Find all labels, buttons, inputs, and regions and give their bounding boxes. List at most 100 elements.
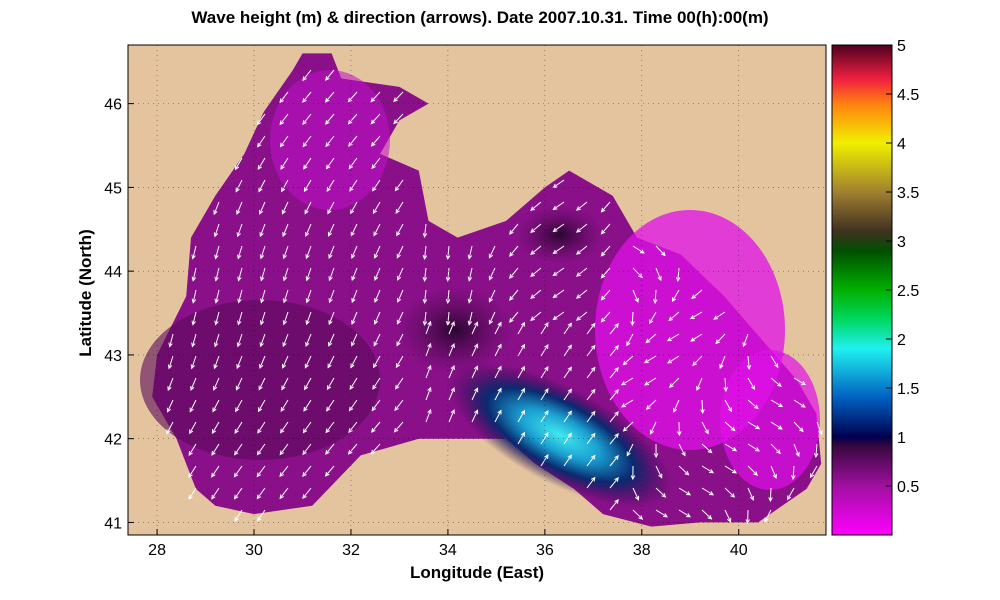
wave-arrow <box>325 443 335 455</box>
wave-arrow <box>576 289 588 299</box>
wave-arrow <box>553 289 565 298</box>
wave-arrow <box>235 157 243 170</box>
wave-arrow <box>649 311 657 324</box>
wave-arrow <box>601 289 611 301</box>
wave-arrow <box>259 355 266 369</box>
wave-arrow <box>509 267 519 279</box>
wave-arrow <box>668 311 680 321</box>
wave-arrow <box>447 245 450 259</box>
wave-arrow <box>306 289 312 303</box>
wave-arrow <box>770 355 779 368</box>
wave-arrow <box>530 289 542 299</box>
wave-arrow <box>188 465 197 478</box>
wave-arrow <box>397 311 404 324</box>
wave-arrow <box>349 179 358 192</box>
wave-arrow <box>770 399 783 408</box>
wave-arrow <box>211 443 220 456</box>
wave-arrow <box>667 355 680 364</box>
wave-arrow <box>586 389 596 401</box>
wave-arrow <box>530 267 542 277</box>
wave-arrow <box>509 245 519 257</box>
wave-arrow <box>424 267 427 281</box>
wave-arrow <box>655 267 662 281</box>
wave-arrow <box>678 487 691 496</box>
wave-arrow <box>259 201 266 215</box>
wave-arrow <box>283 245 289 259</box>
wave-arrow <box>644 355 657 364</box>
wave-arrow <box>530 311 542 321</box>
wave-arrow <box>236 355 243 369</box>
wave-arrow <box>690 333 703 342</box>
wave-arrow <box>724 487 735 498</box>
wave-arrow <box>394 421 404 433</box>
wave-arrow <box>632 267 643 278</box>
wave-arrow <box>424 289 427 303</box>
wave-arrow <box>793 421 804 432</box>
wave-arrow <box>724 465 737 474</box>
x-tick-label: 38 <box>633 542 651 559</box>
wave-arrow <box>632 487 639 500</box>
wave-arrow <box>424 311 427 325</box>
wave-arrow <box>257 135 266 148</box>
wave-arrow <box>793 377 806 386</box>
wave-arrow <box>468 267 473 281</box>
wave-arrow <box>517 432 525 445</box>
wave-arrow <box>701 399 704 414</box>
wave-arrow <box>214 333 220 347</box>
wave-arrow <box>609 389 619 401</box>
wave-arrow <box>540 344 549 357</box>
wave-arrow <box>667 333 680 342</box>
wave-arrow <box>302 421 312 433</box>
wave-arrow <box>530 245 542 255</box>
wave-arrow <box>328 223 335 237</box>
wave-arrow <box>530 223 542 233</box>
wave-arrow <box>211 465 220 478</box>
wave-arrow <box>304 355 312 368</box>
wave-arrow <box>540 322 549 335</box>
wave-arrow <box>540 388 549 401</box>
wave-arrow <box>282 223 289 237</box>
wave-arrow <box>696 377 703 391</box>
wave-arrow <box>669 377 680 388</box>
wave-arrow <box>213 201 220 215</box>
wave-arrow <box>517 366 525 379</box>
wave-arrow <box>235 179 243 192</box>
wave-arrow <box>349 377 358 390</box>
wave-arrow <box>601 245 611 257</box>
wave-arrow <box>325 69 335 81</box>
wave-arrow <box>257 157 266 170</box>
wave-arrow <box>236 201 243 215</box>
wave-arrow <box>328 245 335 259</box>
wave-arrow <box>371 421 381 433</box>
wave-arrow <box>213 355 220 369</box>
wave-arrow <box>701 465 714 474</box>
max-wave-region <box>447 362 673 508</box>
wave-arrow <box>235 399 243 412</box>
wave-arrow <box>563 388 572 401</box>
wave-arrow <box>167 377 174 391</box>
wave-arrow <box>302 465 312 477</box>
wave-arrow <box>238 289 243 303</box>
x-tick-label: 28 <box>148 542 166 559</box>
wave-arrow <box>351 267 358 281</box>
wave-arrow <box>701 487 714 496</box>
x-tick-label: 30 <box>245 542 263 559</box>
wave-arrow <box>677 267 680 281</box>
wave-arrow <box>351 289 358 303</box>
wave-arrow <box>279 91 289 103</box>
wave-arrow <box>715 333 726 344</box>
wave-arrow <box>325 113 335 125</box>
wave-arrow <box>691 289 703 299</box>
wave-arrow <box>425 343 432 357</box>
wave-arrow <box>563 432 572 445</box>
y-axis: 41 42 43 44 45 46 <box>104 97 134 532</box>
wave-arrow <box>370 91 381 102</box>
wave-arrow <box>586 433 596 445</box>
wave-arrow <box>214 223 220 237</box>
wave-arrow <box>563 344 572 357</box>
wave-arrow <box>348 135 358 147</box>
wave-arrow <box>396 333 404 346</box>
wave-arrow <box>816 421 823 435</box>
wave-arrow <box>468 289 473 303</box>
wave-arrow <box>448 365 455 379</box>
